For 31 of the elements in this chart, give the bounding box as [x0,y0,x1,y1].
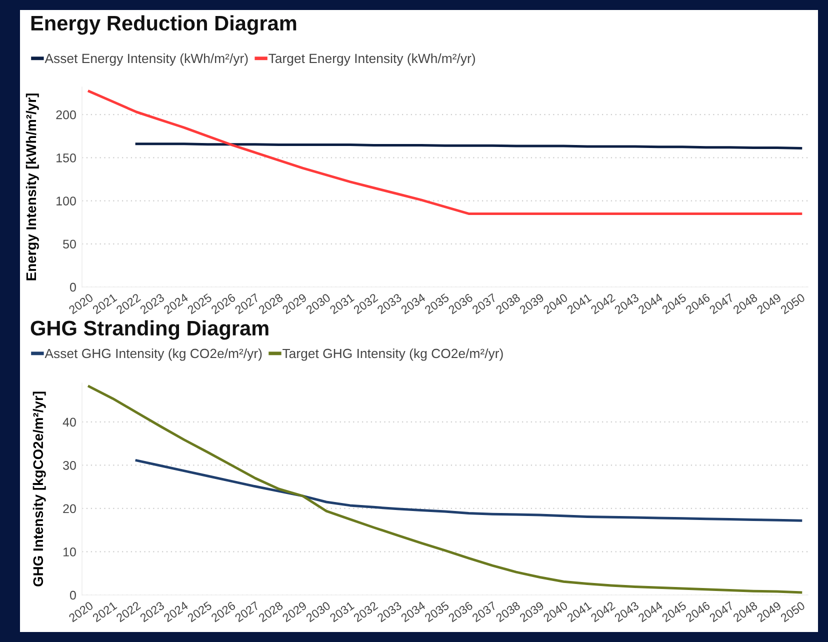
x-tick-label: 2041 [566,293,592,314]
x-tick-label: 2031 [329,293,355,314]
y-tick-label: 150 [56,153,76,162]
y-tick-label: 200 [56,110,76,120]
y-axis-title: Energy Intensity [kWh/m²/yr] [26,94,39,280]
x-tick-label: 2022 [116,601,142,622]
chart-title: GHG Stranding Diagram [30,320,268,340]
y-tick-label: 20 [63,504,76,514]
y-tick-label: 10 [63,548,76,556]
x-tick-label: 2042 [590,601,616,622]
line-series [135,459,802,522]
y-tick-label: 100 [56,196,76,206]
legend-label: Asset Energy Intensity (kWh/m²/yr) [44,53,248,66]
legend-label: Asset GHG Intensity (kg CO2e/m²/yr) [44,348,262,361]
y-axis-title: GHG Intensity [kgCO2e/m²/yr] [32,392,46,586]
legend-label: Target GHG Intensity (kg CO2e/m²/yr) [282,348,503,361]
x-tick-label: 2021 [92,601,118,622]
x-tick-label: 2041 [566,601,592,622]
y-tick-label: 30 [63,461,76,470]
x-tick-label: 2031 [329,601,355,622]
x-tick-label: 2042 [590,293,616,314]
y-tick-label: 50 [63,240,76,249]
y-tick-label: 0 [70,282,76,292]
line-series [88,90,802,215]
x-tick-label: 2022 [116,293,142,314]
x-tick-label: 2021 [92,293,118,314]
line-series [88,385,802,594]
y-tick-label: 0 [70,590,76,600]
legend-label: Target Energy Intensity (kWh/m²/yr) [268,53,475,66]
y-tick-label: 40 [62,418,76,427]
chart-title: Energy Reduction Diagram [31,15,296,35]
